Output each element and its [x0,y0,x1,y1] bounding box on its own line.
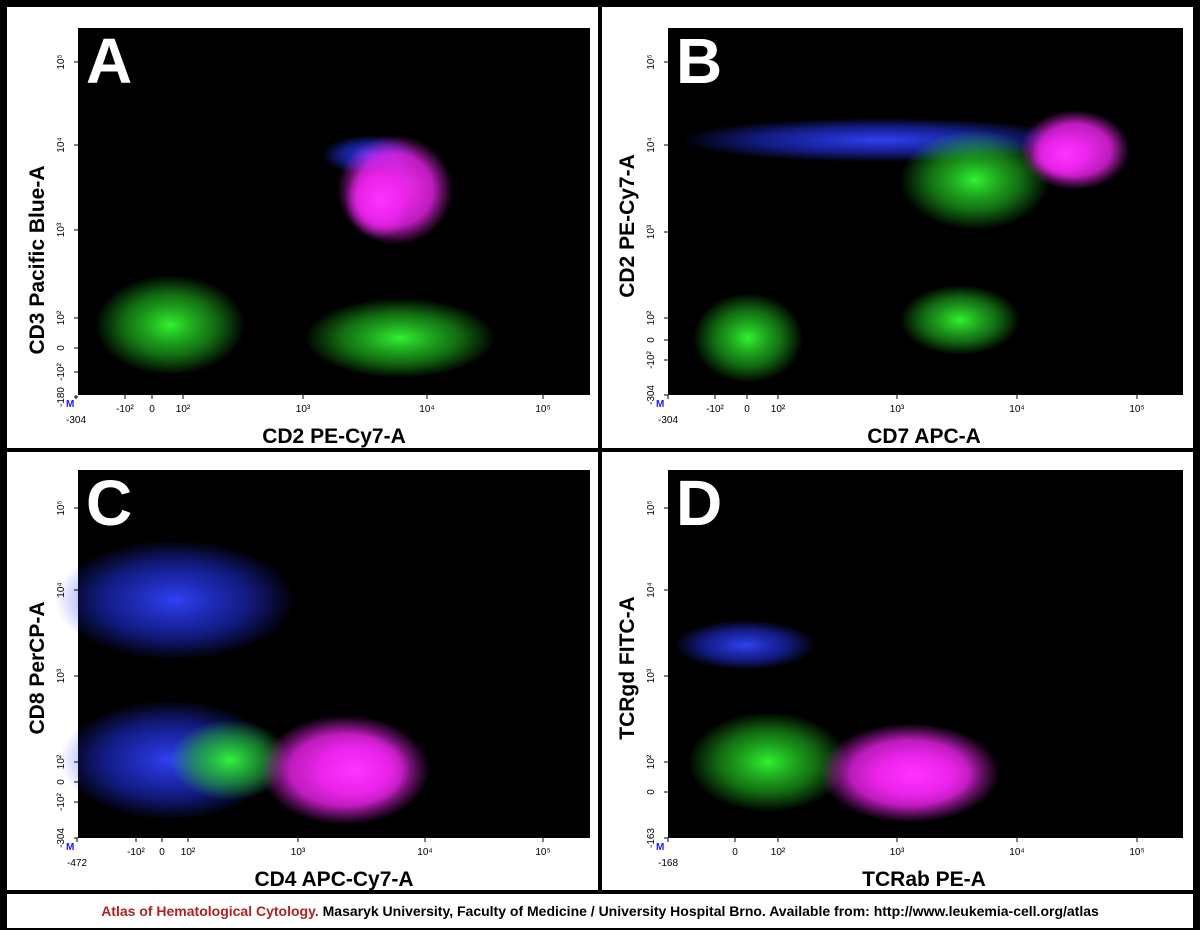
cell-population [55,540,295,660]
y-tick-label: 10³ [646,224,657,239]
footer: Atlas of Hematological Cytology. Masaryk… [101,903,1099,919]
x-tick-label: -304 [66,415,86,426]
x-tick-label: 10⁵ [1129,847,1144,858]
x-tick-label: 10⁵ [535,404,550,415]
y-tick-label: 10² [646,310,657,325]
x-tick-label: -10² [127,847,145,858]
y-tick-label: 10³ [56,222,67,237]
y-tick-label: -10² [56,792,67,810]
origin-marker: M [656,842,664,853]
y-tick-label: 10⁵ [646,54,657,69]
cell-population [95,275,245,375]
y-axis-label: CD8 PerCP-A [26,601,49,734]
x-tick-label: 10⁵ [1129,404,1144,415]
cell-population [300,732,410,808]
cell-population [688,712,848,812]
x-tick-label: 10⁵ [535,847,550,858]
y-tick-label: 10³ [646,668,657,683]
x-tick-label: 10² [176,404,191,415]
panel-letter: C [86,467,132,539]
origin-marker: M [66,842,74,853]
x-axis-label: TCRab PE-A [862,868,986,891]
x-tick-label: 10² [181,847,196,858]
y-tick-label: -304 [646,385,657,405]
footer-band [7,894,1193,928]
x-tick-label: -304 [658,415,678,426]
x-tick-label: 0 [149,404,155,415]
x-tick-label: 10³ [890,404,905,415]
cell-population [1030,130,1100,180]
panel-letter: B [676,25,722,97]
y-axis-label: CD2 PE-Cy7-A [616,154,639,298]
x-tick-label: 10⁴ [1009,404,1024,415]
y-tick-label: 10³ [56,668,67,683]
cell-population [675,620,815,670]
x-tick-label: 10³ [291,847,306,858]
x-tick-label: 0 [159,847,165,858]
y-tick-label: -10² [646,350,657,368]
x-tick-label: -472 [67,858,87,869]
x-tick-label: -168 [658,858,678,869]
footer-source: Atlas of Hematological Cytology. [101,903,319,919]
x-tick-label: 10⁴ [1009,847,1024,858]
x-tick-label: -10² [706,404,724,415]
y-tick-label: 10⁵ [646,500,657,515]
cell-population [693,293,803,383]
y-axis-label: CD3 Pacific Blue-A [26,165,49,354]
x-axis-label: CD7 APC-A [867,425,981,448]
y-tick-label: 10⁴ [646,137,657,152]
x-axis-label: CD4 APC-Cy7-A [254,868,413,891]
y-tick-label: -163 [646,828,657,848]
y-tick-label: 10⁴ [646,582,657,597]
y-tick-label: 0 [646,789,657,795]
y-tick-label: 10² [56,754,67,769]
y-axis-label: TCRgd FITC-A [616,596,639,739]
y-tick-label: 0 [646,337,657,343]
x-tick-label: 10³ [890,847,905,858]
panel-letter: A [86,25,132,97]
x-tick-label: 0 [732,847,738,858]
panel-letter: D [676,467,722,539]
origin-marker: M [656,399,664,410]
y-tick-label: 10² [56,310,67,325]
cell-population [305,298,495,378]
y-tick-label: 10⁴ [56,137,67,152]
x-tick-label: 10³ [296,404,311,415]
x-tick-label: 10⁴ [419,404,434,415]
y-tick-label: -180 [56,387,67,407]
cell-population [170,720,290,800]
footer-text: Masaryk University, Faculty of Medicine … [323,903,1099,919]
y-tick-label: 10⁵ [56,54,67,69]
x-tick-label: 10² [771,404,786,415]
y-tick-label: 0 [56,345,67,351]
cell-population [900,130,1050,230]
y-tick-label: 10⁵ [56,500,67,515]
y-tick-label: 10⁴ [56,582,67,597]
cell-population [345,162,415,238]
x-tick-label: 10² [771,847,786,858]
x-tick-label: -10² [116,404,134,415]
cell-population [855,743,975,807]
x-tick-label: 0 [744,404,750,415]
y-tick-label: -304 [56,828,67,848]
y-tick-label: 0 [56,779,67,785]
origin-marker: M [66,399,74,410]
x-axis-label: CD2 PE-Cy7-A [262,425,406,448]
x-tick-label: 10⁴ [417,847,432,858]
y-tick-label: -10² [56,362,67,380]
y-tick-label: 10² [646,754,657,769]
cell-population [900,285,1020,355]
